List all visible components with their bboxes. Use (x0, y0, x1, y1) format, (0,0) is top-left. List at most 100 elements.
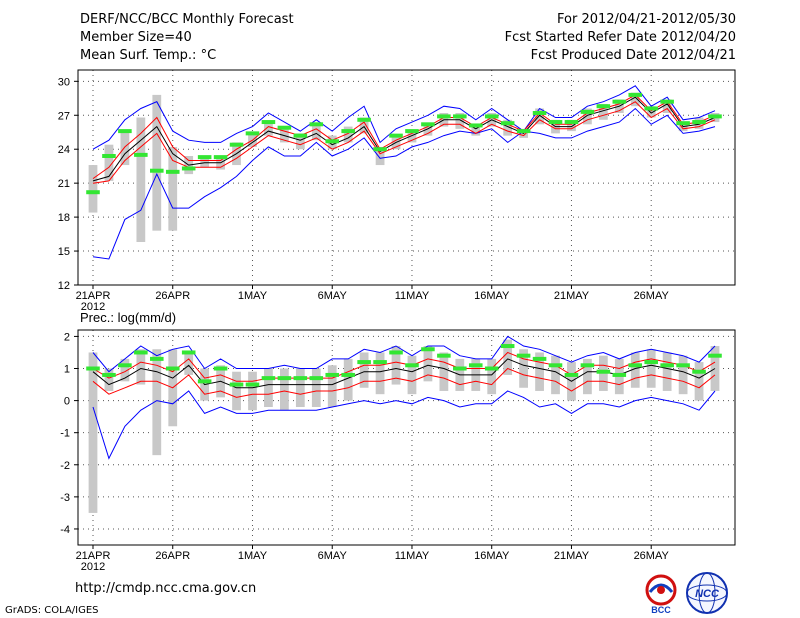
observed-mark (229, 142, 244, 147)
observed-mark (708, 114, 722, 119)
spread-box (264, 122, 273, 136)
bcc-logo-text: BCC (651, 605, 671, 615)
x-tick-label: 26APR (155, 550, 190, 562)
min-line (92, 107, 716, 260)
panel-2: -4 -3 -2 -1 0 1 2 21APR 26APR 1MAY 6MAY 11MAY 16MAY 2… (60, 310, 736, 573)
spread-box (598, 103, 608, 120)
observed-mark (453, 366, 467, 371)
spread-box (662, 352, 672, 391)
y-tick-label: -4 (60, 524, 70, 536)
x-tick-label: 26MAY (634, 290, 670, 302)
spread-box (646, 106, 656, 118)
spread-box (295, 368, 305, 408)
observed-mark (580, 109, 595, 114)
spread-box (407, 131, 417, 143)
observed-mark (229, 382, 244, 387)
observed-mark (628, 92, 643, 97)
observed-mark (708, 353, 722, 358)
observed-mark (628, 363, 643, 368)
observed-mark (134, 152, 148, 157)
spread-box (567, 119, 576, 132)
spread-box (279, 368, 289, 411)
observed-mark (548, 363, 563, 368)
chart-title: DERF/NCC/BCC Monthly Forecast (80, 12, 294, 27)
spread-box (136, 117, 146, 242)
observed-mark (165, 366, 180, 371)
ncc-logo-text: NCC (695, 588, 720, 600)
observed-mark (213, 155, 228, 160)
spread-box (327, 365, 337, 408)
grads-credit: GrADS: COLA/IGES (5, 605, 99, 616)
spread-box (503, 339, 513, 375)
source-url: http://cmdp.ncc.cma.gov.cn (75, 581, 257, 596)
y-tick-label: 21 (58, 178, 70, 190)
observed-mark (293, 133, 308, 138)
observed-mark (389, 350, 403, 355)
spread-box (535, 108, 544, 125)
observed-mark (564, 120, 579, 125)
x-tick-label: 16MAY (474, 290, 510, 302)
observed-mark (181, 166, 196, 171)
observed-mark (118, 129, 132, 134)
bcc-logo: BCC (645, 574, 677, 615)
observed-mark (644, 106, 658, 111)
observed-mark (325, 372, 340, 377)
observed-mark (692, 369, 706, 374)
spread-box (311, 124, 321, 141)
ensemble-mean-line (92, 96, 716, 182)
observed-mark (596, 369, 611, 374)
lower-quartile-line (92, 101, 716, 184)
spread-box (662, 99, 672, 113)
spread-box (583, 358, 592, 395)
spread-box (423, 346, 433, 382)
observed-mark (309, 376, 324, 381)
x-tick-label: 11MAY (395, 290, 430, 302)
observed-mark (150, 168, 164, 173)
observed-mark (373, 360, 387, 365)
observed-mark (341, 129, 355, 134)
observed-mark (660, 99, 674, 104)
spread-box (343, 358, 353, 401)
y-tick-label: 12 (58, 280, 70, 292)
observed-mark (548, 120, 563, 125)
observed-mark (341, 372, 355, 377)
y-tick-label: 1 (64, 364, 70, 376)
observed-mark (181, 350, 196, 355)
observed-mark (261, 120, 276, 125)
observed-mark (500, 344, 515, 349)
spread-box (551, 355, 560, 395)
panel-1: 12 15 18 21 24 27 30 21APR 26APR 1MAY 6MAY 11MAY 16M… (58, 69, 736, 313)
spread-box (216, 158, 225, 170)
spread-box (535, 352, 544, 391)
spread-box (407, 355, 417, 395)
spread-box (168, 146, 178, 231)
observed-mark (309, 122, 324, 127)
x-year-label: 2012 (81, 561, 105, 573)
x-tick-label: 26MAY (634, 550, 670, 562)
observed-mark (692, 120, 706, 125)
spread-box (343, 126, 353, 143)
spread-box (503, 119, 513, 136)
observed-mark (564, 372, 579, 377)
observed-mark (261, 376, 276, 381)
spread-box (391, 346, 401, 385)
plot-frame (77, 329, 736, 546)
spread-box (120, 131, 130, 166)
observed-mark (612, 372, 627, 377)
produced-date: Fcst Produced Date 2012/04/21 (530, 48, 736, 63)
min-line (92, 390, 716, 460)
x-tick-label: 21APR (76, 550, 111, 562)
y-tick-label: 0 (64, 396, 70, 408)
spread-box (359, 352, 369, 388)
observed-mark (676, 363, 690, 368)
observed-mark (197, 379, 212, 384)
observed-mark (86, 190, 100, 195)
observed-mark (245, 131, 260, 136)
spread-box (519, 349, 529, 388)
observed-mark (405, 129, 419, 134)
y-tick-label: 2 (64, 331, 70, 343)
variable-label: Mean Surf. Temp.: °C (80, 48, 217, 63)
spread-box (455, 113, 465, 129)
observed-mark (102, 154, 116, 158)
